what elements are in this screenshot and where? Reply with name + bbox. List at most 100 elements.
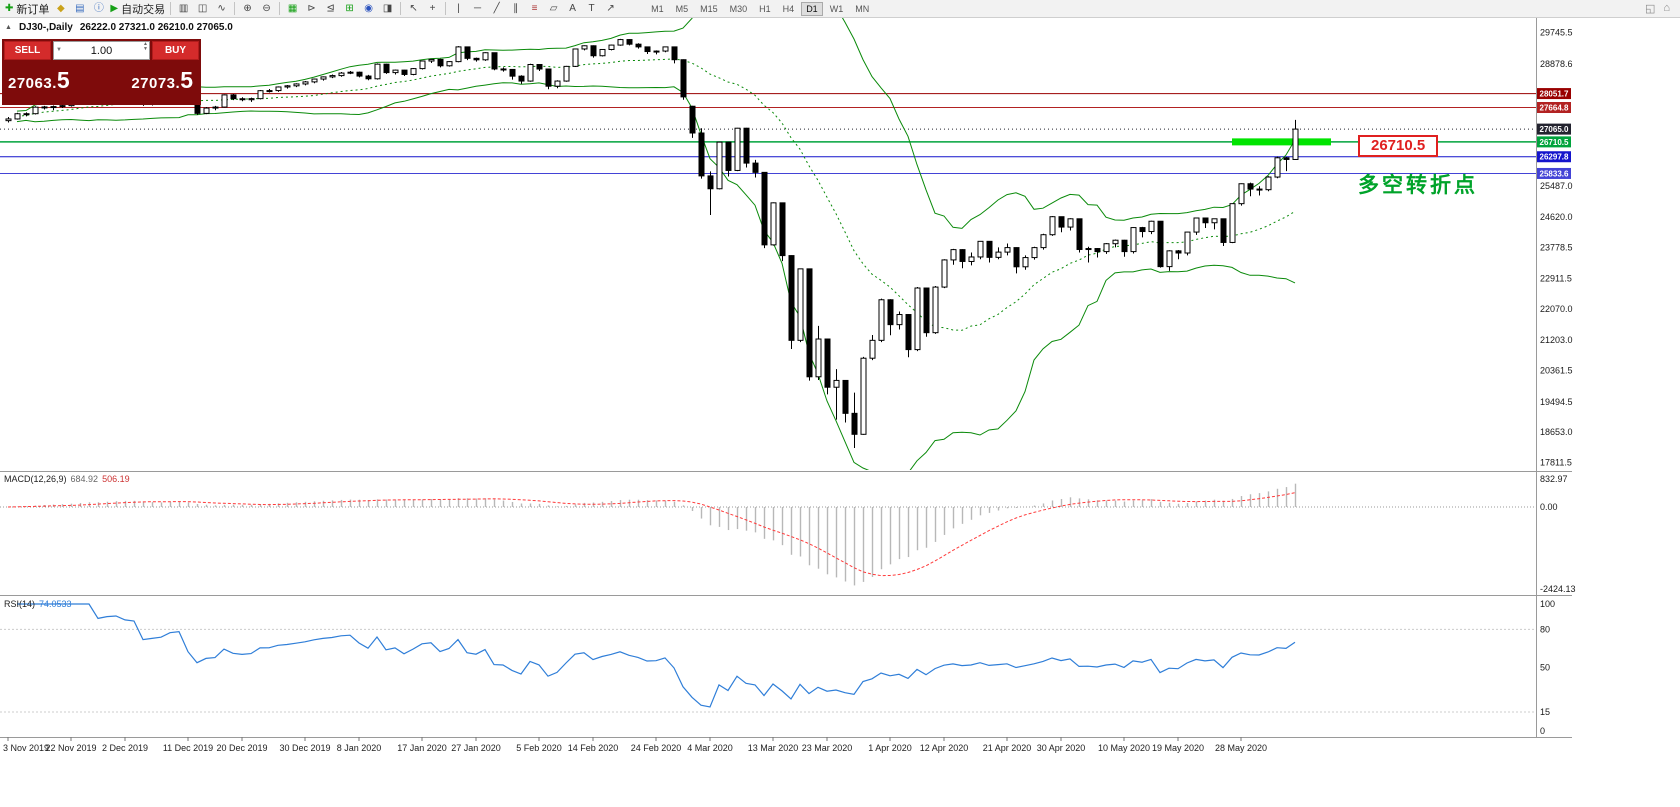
volume-dropdown-icon[interactable]: ▼ — [56, 47, 62, 53]
text-icon: A — [569, 2, 576, 14]
svg-text:20361.5: 20361.5 — [1540, 366, 1573, 376]
profiles-icon: ◆ — [57, 2, 65, 14]
rsi-value: 74.0533 — [39, 599, 72, 609]
svg-text:8 Jan 2020: 8 Jan 2020 — [337, 743, 382, 753]
sell-price-int: 27063. — [8, 75, 57, 92]
grid-icon: ▦ — [287, 2, 298, 14]
chart-shift-button[interactable]: ⊴ — [321, 1, 340, 17]
buy-price-big-digit: 5 — [180, 67, 193, 93]
timeframe-h4[interactable]: H4 — [782, 3, 795, 14]
market-watch-button[interactable]: ▤ — [70, 1, 89, 17]
turning-point-annotation[interactable]: 多空转折点 — [1358, 174, 1478, 197]
fibonacci-button[interactable]: ≡ — [525, 1, 544, 17]
trendline-icon: ╱ — [493, 2, 500, 14]
price-callout-label[interactable]: 26710.5 — [1358, 135, 1439, 157]
grid-button[interactable]: ▦ — [283, 1, 302, 17]
zoom-in-button[interactable]: ⊕ — [238, 1, 257, 17]
buy-price[interactable]: 27073. 5 — [131, 67, 193, 94]
indicators-icon: ◉ — [364, 2, 373, 14]
line-chart-button[interactable]: ∿ — [212, 1, 231, 17]
cursor-button[interactable]: ↖ — [404, 1, 423, 17]
timeframe-m15[interactable]: M15 — [700, 3, 718, 14]
svg-text:14 Feb 2020: 14 Feb 2020 — [568, 743, 619, 753]
svg-text:22911.5: 22911.5 — [1540, 274, 1572, 284]
crosshair-button[interactable]: + — [423, 1, 442, 17]
label-button[interactable]: T — [582, 1, 601, 17]
svg-text:2 Dec 2019: 2 Dec 2019 — [102, 743, 148, 753]
toolbar: ✚ 新订单 ◆ ▤ ⓘ ▶ 自动交易 ▥ ◫ ∿ ⊕ ⊖ ▦ ⊳ ⊴ ⊞ ◉ ◨ ↖ + | ─ ╱ ∥ ≡ ▱ A T ↗ M1 M5 M… — [0, 0, 1680, 18]
timeframe-m1[interactable]: M1 — [651, 3, 664, 14]
sell-price[interactable]: 27063. 5 — [8, 67, 70, 94]
svg-text:80: 80 — [1540, 624, 1550, 634]
tile-windows-icon: ⊞ — [345, 2, 354, 14]
trendline-button[interactable]: ╱ — [487, 1, 506, 17]
chart-canvas[interactable]: 29745.5 28878.6 25487.0 24620.0 23778.5 22911… — [0, 18, 1680, 807]
timeframe-h1[interactable]: H1 — [759, 3, 771, 14]
svg-text:20 Dec 2019: 20 Dec 2019 — [216, 743, 267, 753]
svg-text:21203.0: 21203.0 — [1540, 335, 1573, 345]
macd-histogram-layer — [16, 483, 1297, 586]
sell-button[interactable]: SELL — [4, 41, 51, 60]
panel-collapse-icon[interactable]: ▲ — [5, 24, 12, 31]
svg-text:25487.0: 25487.0 — [1540, 181, 1573, 191]
svg-text:27664.8: 27664.8 — [1540, 104, 1569, 113]
chart-window-icon[interactable]: ◱ — [1644, 3, 1656, 15]
text-button[interactable]: A — [563, 1, 582, 17]
timeframe-w1[interactable]: W1 — [829, 3, 844, 14]
svg-text:26297.8: 26297.8 — [1540, 153, 1569, 162]
volume-input[interactable]: ▼ 1.00 ▲ ▼ — [53, 41, 150, 60]
buy-price-int: 27073. — [131, 75, 181, 92]
bar-chart-button[interactable]: ▥ — [174, 1, 193, 17]
volume-value: 1.00 — [90, 44, 113, 57]
shapes-icon: ▱ — [549, 2, 558, 14]
zoom-out-button[interactable]: ⊖ — [257, 1, 276, 17]
indicators-button[interactable]: ◉ — [359, 1, 378, 17]
timeframe-d1[interactable]: D1 — [801, 1, 823, 16]
buy-button[interactable]: BUY — [152, 41, 199, 60]
svg-text:11 Dec 2019: 11 Dec 2019 — [163, 743, 213, 753]
horizontal-line-icon: ─ — [474, 2, 482, 14]
volume-spinner[interactable]: ▲ ▼ — [143, 41, 148, 52]
svg-text:27065.0: 27065.0 — [1540, 125, 1569, 134]
horizontal-line-button[interactable]: ─ — [468, 1, 487, 17]
data-window-icon: ⓘ — [93, 2, 104, 14]
timeframe-m30[interactable]: M30 — [729, 3, 748, 14]
candlestick-chart-button[interactable]: ◫ — [193, 1, 212, 17]
svg-text:12 Apr 2020: 12 Apr 2020 — [920, 743, 969, 753]
svg-text:-2424.13: -2424.13 — [1540, 584, 1576, 594]
shapes-button[interactable]: ▱ — [544, 1, 563, 17]
auto-trading-button[interactable]: ▶ 自动交易 — [108, 1, 167, 17]
svg-text:13 Mar 2020: 13 Mar 2020 — [748, 743, 799, 753]
arrows-button[interactable]: ↗ — [601, 1, 620, 17]
profiles-button[interactable]: ◆ — [51, 1, 70, 17]
timeframe-m5[interactable]: M5 — [675, 3, 689, 14]
price-tag-28051.7 — [1537, 88, 1571, 100]
svg-text:0.00: 0.00 — [1540, 502, 1558, 512]
svg-text:17 Jan 2020: 17 Jan 2020 — [397, 743, 447, 753]
tile-windows-button[interactable]: ⊞ — [340, 1, 359, 17]
new-chart-button[interactable]: ◨ — [378, 1, 397, 17]
candlestick-chart-icon: ◫ — [197, 2, 208, 14]
vertical-line-button[interactable]: | — [449, 1, 468, 17]
svg-text:26710.5: 26710.5 — [1540, 138, 1569, 147]
toolbar-separator — [234, 2, 236, 15]
data-window-button[interactable]: ⓘ — [89, 1, 108, 17]
svg-text:4 Mar 2020: 4 Mar 2020 — [687, 743, 733, 753]
price-tag-27664.8 — [1537, 102, 1571, 114]
macd-main-value: 684.92 — [70, 474, 99, 484]
home-icon[interactable]: ⌂ — [1663, 2, 1670, 14]
macd-indicator-label: MACD(12,26,9) 684.92 506.19 — [4, 474, 130, 484]
bollinger-middle — [16, 58, 1296, 331]
timeframe-group: M1 M5 M15 M30 H1 H4 D1 W1 MN — [646, 1, 874, 16]
new-order-button[interactable]: ✚ 新订单 — [3, 1, 51, 17]
svg-text:28051.7: 28051.7 — [1540, 90, 1569, 99]
bollinger-lower — [16, 82, 1296, 470]
bar-chart-icon: ▥ — [178, 2, 189, 14]
timeframe-mn[interactable]: MN — [855, 3, 870, 14]
svg-text:3 Nov 2019: 3 Nov 2019 — [3, 743, 49, 753]
market-watch-icon: ▤ — [75, 2, 85, 14]
channel-button[interactable]: ∥ — [506, 1, 525, 17]
price-tag-26297.8 — [1537, 151, 1571, 163]
auto-scroll-button[interactable]: ⊳ — [302, 1, 321, 17]
